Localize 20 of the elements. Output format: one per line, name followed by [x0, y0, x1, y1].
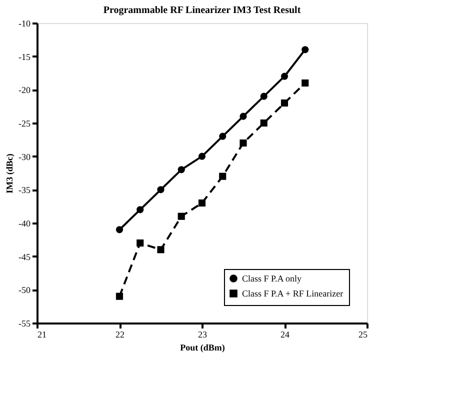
x-tick-label: 21 [38, 330, 46, 340]
legend-label: Class F P.A only [242, 274, 302, 284]
x-tick-label: 23 [198, 330, 208, 340]
y-tick-label: -45 [18, 252, 31, 262]
legend-label: Class F P.A + RF Linearizer [242, 288, 344, 298]
x-tick-label: 22 [116, 330, 124, 340]
x-axis-title: Pout (dBm) [180, 342, 225, 352]
x-tick-label: 25 [358, 330, 368, 340]
y-tick-label: -25 [18, 118, 31, 128]
y-tick-label: -30 [18, 152, 31, 162]
chart-title: Programmable RF Linearizer IM3 Test Result [103, 5, 302, 16]
y-tick-label: -10 [18, 18, 31, 28]
y-tick-label: -35 [18, 185, 31, 196]
y-tick-label: -20 [18, 85, 31, 96]
y-tick-label: -15 [18, 52, 31, 62]
x-tick-label: 24 [280, 330, 290, 340]
y-tick-label: -55 [18, 318, 31, 328]
y-axis-title: IM3 (dBc) [4, 154, 15, 194]
y-tick-label: -40 [18, 218, 31, 228]
y-tick-label: -50 [18, 285, 31, 296]
